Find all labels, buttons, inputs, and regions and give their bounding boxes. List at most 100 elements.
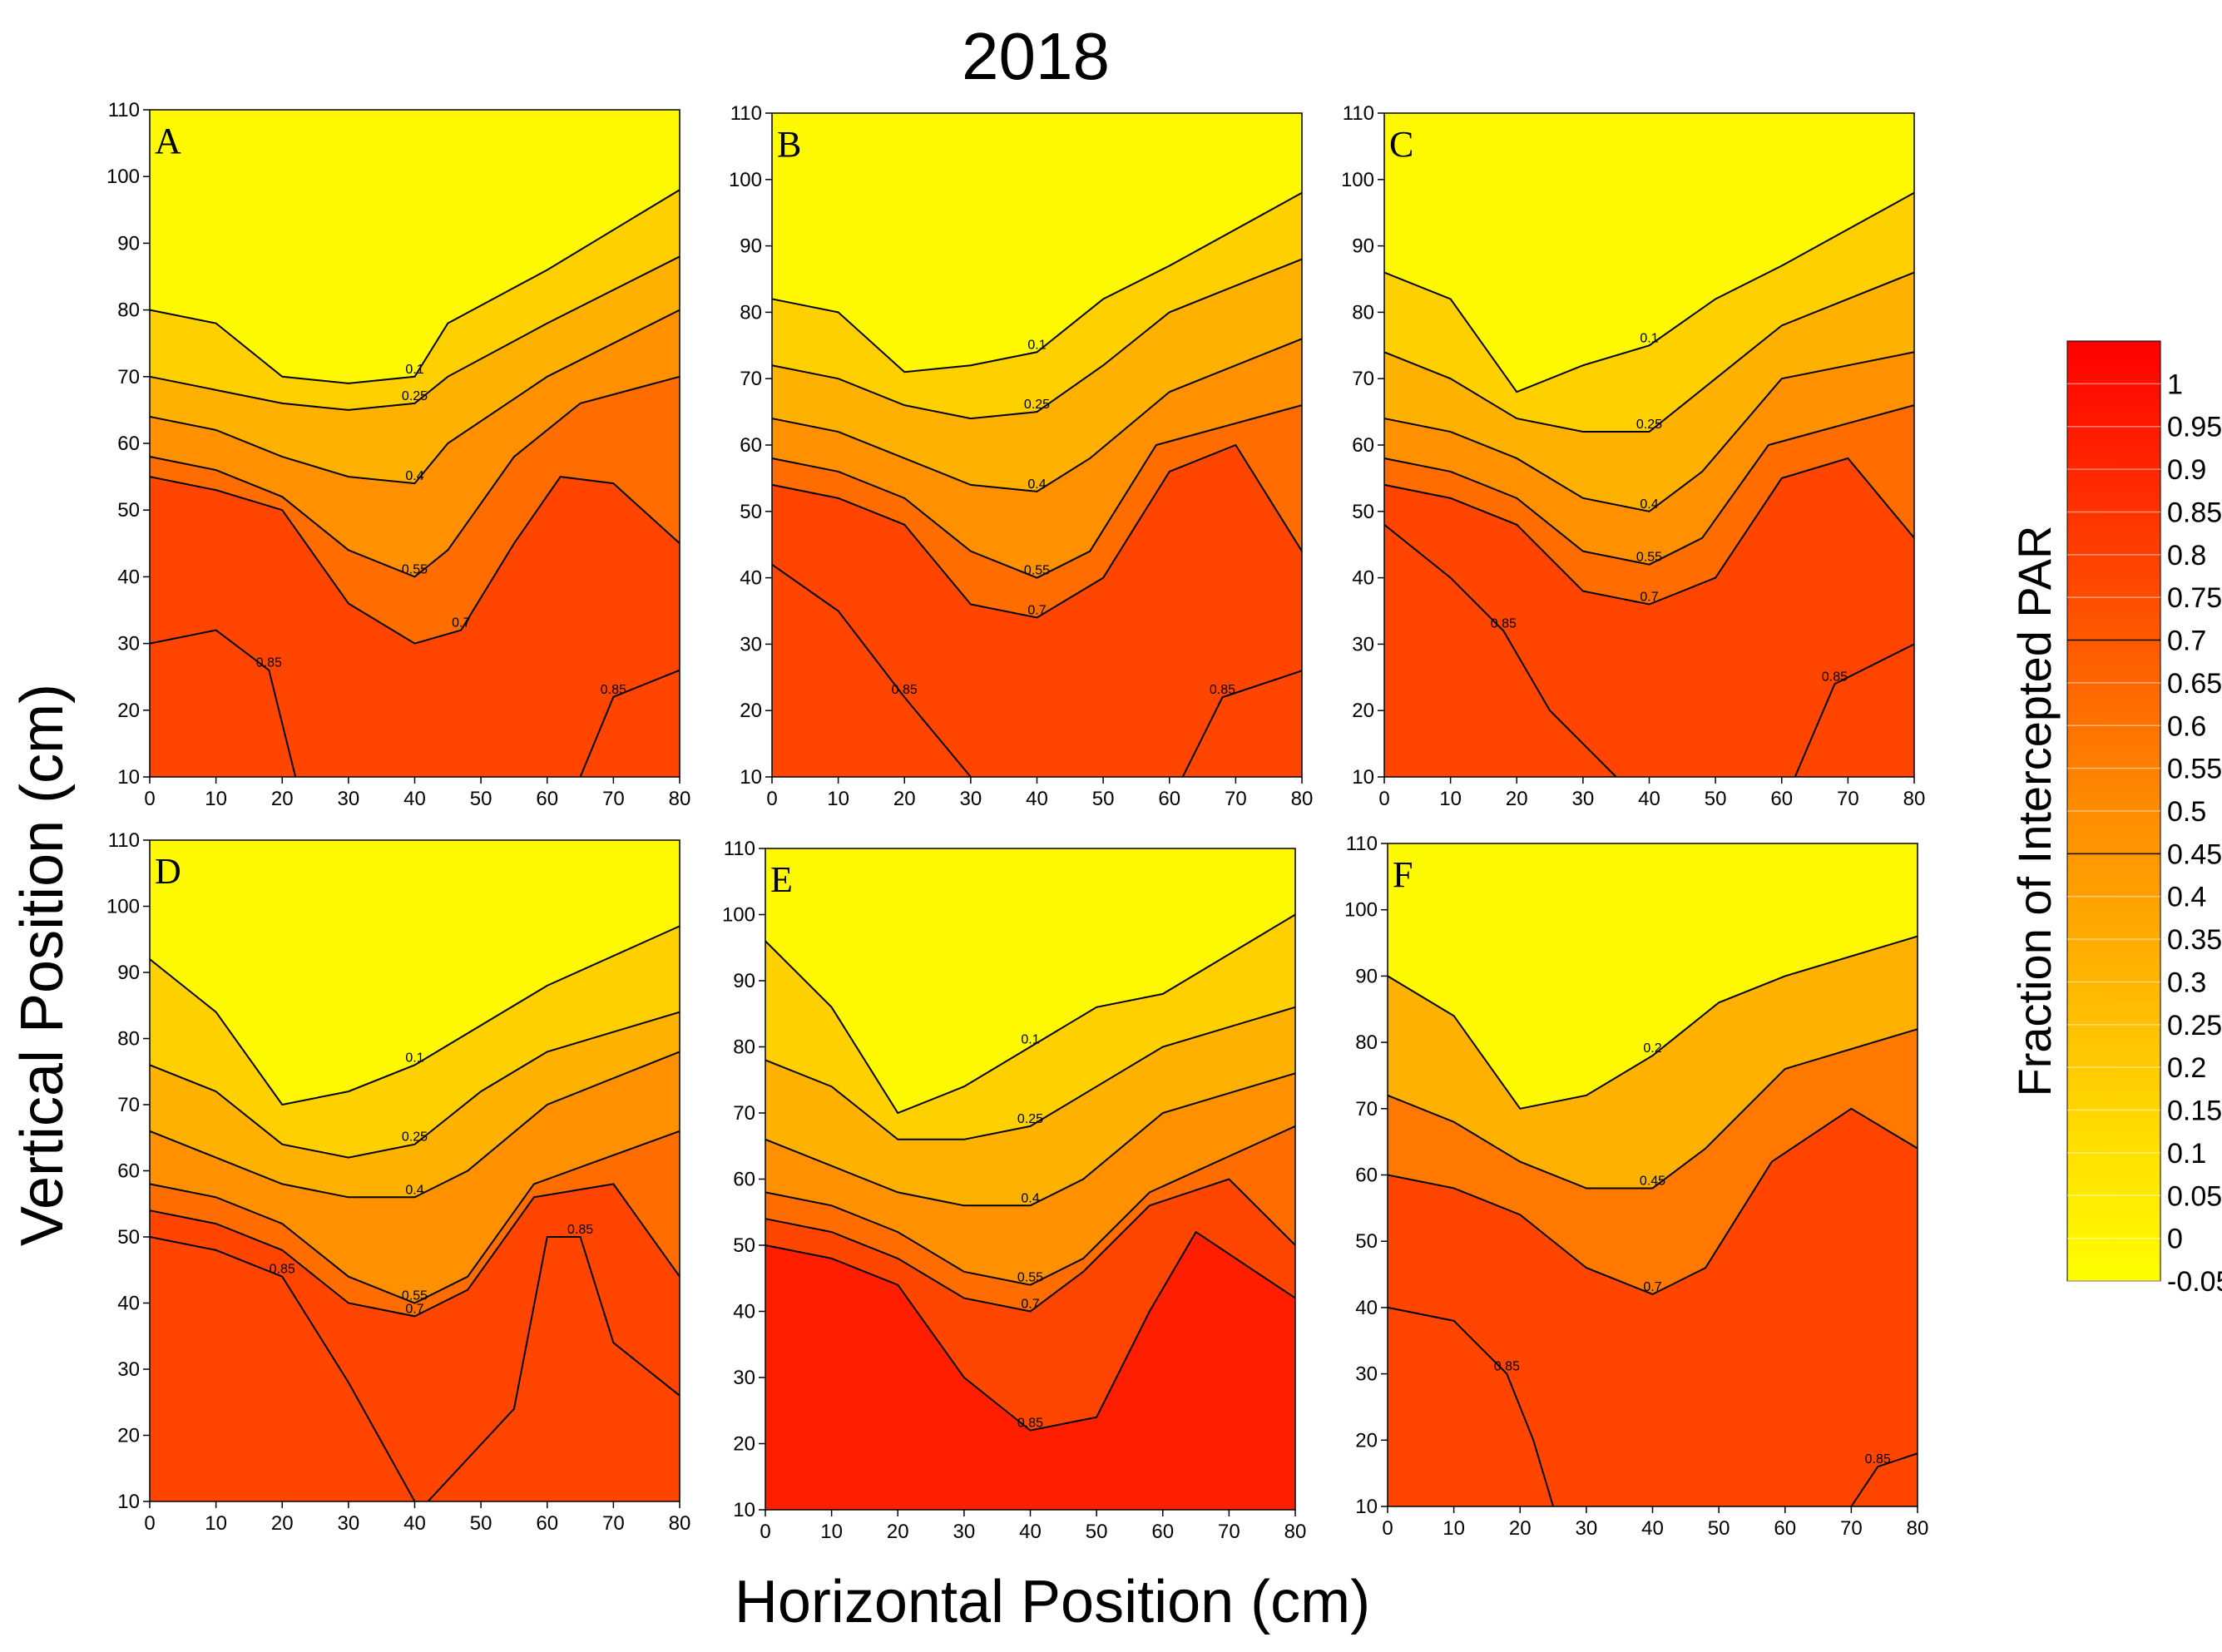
x-tick-label: 60: [1151, 1521, 1174, 1543]
y-tick-label: 60: [733, 1169, 755, 1191]
x-tick-label: 40: [1638, 788, 1660, 810]
contour-label: 0.7: [452, 616, 470, 631]
y-tick-label: 50: [1352, 501, 1374, 523]
contour-label: 0.4: [1027, 477, 1046, 492]
contour-line-0.85: [771, 563, 972, 778]
y-tick-label: 10: [117, 1491, 140, 1513]
contour-label: 0.7: [1643, 1280, 1661, 1294]
x-tick-label: 50: [1708, 1517, 1730, 1540]
x-tick-label: 10: [820, 1521, 843, 1543]
band-0.55: [150, 376, 680, 644]
contour-line-0.1: [149, 925, 680, 1106]
y-tick-label: 20: [1352, 700, 1374, 722]
x-tick-label: 0: [766, 788, 777, 810]
band-top: [1388, 843, 1918, 1109]
y-tick-label: 10: [733, 1499, 755, 1521]
x-tick-label: 0: [1378, 788, 1389, 810]
contour-line-0.45: [1387, 1028, 1918, 1190]
x-tick-label: 50: [470, 788, 492, 810]
y-tick-label: 70: [1355, 1098, 1378, 1120]
contour-line-0.55: [771, 404, 1303, 579]
y-tick-label: 100: [1341, 169, 1374, 191]
x-tick-label: 10: [1443, 1517, 1465, 1540]
colorbar-tick-label: 0.7: [2167, 626, 2206, 657]
contour-label: 0.85: [601, 683, 626, 697]
colorbar-tick-label: -0.05: [2167, 1266, 2222, 1298]
x-tick-label: 50: [1086, 1521, 1108, 1543]
y-tick-label: 110: [730, 102, 762, 125]
panel-e: 0.10.250.40.550.70.850 10 20 30 40 50 60 70 8010…: [722, 838, 1306, 1543]
y-tick-label: 80: [117, 1028, 140, 1051]
contour-line-0.55: [149, 375, 680, 578]
x-tick-label: 60: [536, 1512, 558, 1535]
band-0.55: [1384, 405, 1914, 605]
x-tick-label: 70: [1837, 788, 1859, 810]
x-tick-label: 50: [470, 1512, 492, 1535]
band-0.4: [150, 1051, 680, 1303]
y-tick-label: 70: [1352, 368, 1374, 390]
contour-line-0.7: [149, 476, 680, 645]
y-tick-label: 100: [1344, 899, 1378, 922]
contour-label: 0.7: [405, 1302, 423, 1316]
x-tick-label: 20: [887, 1521, 909, 1543]
y-tick-label: 110: [108, 829, 140, 852]
panel-c: 0.10.250.40.550.70.850.850 10 20 30 40 50 60 70…: [1341, 102, 1925, 810]
contour-label: 0.55: [1636, 551, 1662, 565]
y-tick-label: 40: [733, 1301, 755, 1323]
panel-letter-a: A: [155, 121, 181, 161]
x-tick-label: 70: [1218, 1521, 1240, 1543]
band-0.45: [1388, 1029, 1918, 1294]
contour-label: 0.1: [1640, 331, 1658, 345]
band-0.25: [150, 1011, 680, 1198]
band-top: [1384, 113, 1914, 393]
y-tick-label: 50: [1355, 1230, 1378, 1253]
contour-label: 0.1: [1027, 338, 1046, 352]
x-tick-label: 40: [1019, 1521, 1042, 1543]
colorbar-tick-label: 0.9: [2167, 454, 2206, 486]
y-tick-label: 110: [108, 99, 140, 121]
band-0.1: [150, 190, 680, 410]
x-tick-label: 70: [602, 1512, 625, 1535]
contour-label: 0.25: [402, 389, 428, 403]
band-0.25: [765, 1007, 1295, 1206]
y-tick-label: 50: [117, 1226, 140, 1249]
band-0.7: [150, 1184, 680, 1501]
y-tick-label: 70: [740, 368, 762, 390]
contour-label: 0.85: [567, 1223, 593, 1237]
y-tick-label: 40: [1355, 1297, 1378, 1319]
x-tick-label: 20: [271, 788, 294, 810]
panel-letter-b: B: [777, 124, 801, 165]
panel-f: 0.20.450.70.850.850 10 20 30 40 50 60 70 8010203…: [1344, 833, 1928, 1540]
panel-letter-f: F: [1393, 854, 1413, 895]
y-tick-label: 90: [1352, 235, 1374, 258]
colorbar-ticks: 1 0.95 0.9 0.85 0.8 0.75 0.7 0.65 0.6 0.55 0.5 0.45…: [2067, 368, 2222, 1298]
y-tick-label: 10: [1352, 766, 1374, 789]
y-tick-label: 100: [729, 169, 762, 191]
x-tick-label: 80: [1907, 1517, 1929, 1540]
colorbar-tick-label: 0.95: [2167, 412, 2222, 443]
x-tick-label: 0: [144, 1512, 155, 1535]
x-tick-label: 30: [960, 788, 982, 810]
contour-label: 0.4: [1021, 1191, 1039, 1205]
colorbar-tick-label: 0.4: [2167, 882, 2206, 913]
y-tick-label: 30: [733, 1367, 755, 1389]
colorbar-tick-label: 0.55: [2167, 754, 2222, 785]
x-tick-label: 30: [953, 1521, 976, 1543]
contour-label: 0.25: [1017, 1112, 1043, 1126]
x-tick-label: 20: [1509, 1517, 1532, 1540]
contour-line-0.7: [1383, 457, 1915, 606]
contour-label: 0.85: [1865, 1452, 1891, 1467]
colorbar-tick-label: 0.65: [2167, 668, 2222, 700]
x-tick-label: 20: [1506, 788, 1528, 810]
band-top: [150, 840, 680, 1105]
contour-label: 0.55: [1024, 564, 1050, 578]
x-tick-label: 60: [1774, 1517, 1796, 1540]
y-tick-label: 60: [117, 433, 140, 455]
contour-label: 0.1: [405, 1051, 423, 1065]
contour-line-0.85: [1850, 1452, 1918, 1507]
y-tick-label: 100: [106, 896, 140, 918]
contour-line-0.55: [1383, 404, 1915, 566]
y-tick-label: 10: [117, 766, 140, 789]
y-tick-label: 80: [1352, 301, 1374, 324]
y-tick-label: 60: [1352, 434, 1374, 457]
